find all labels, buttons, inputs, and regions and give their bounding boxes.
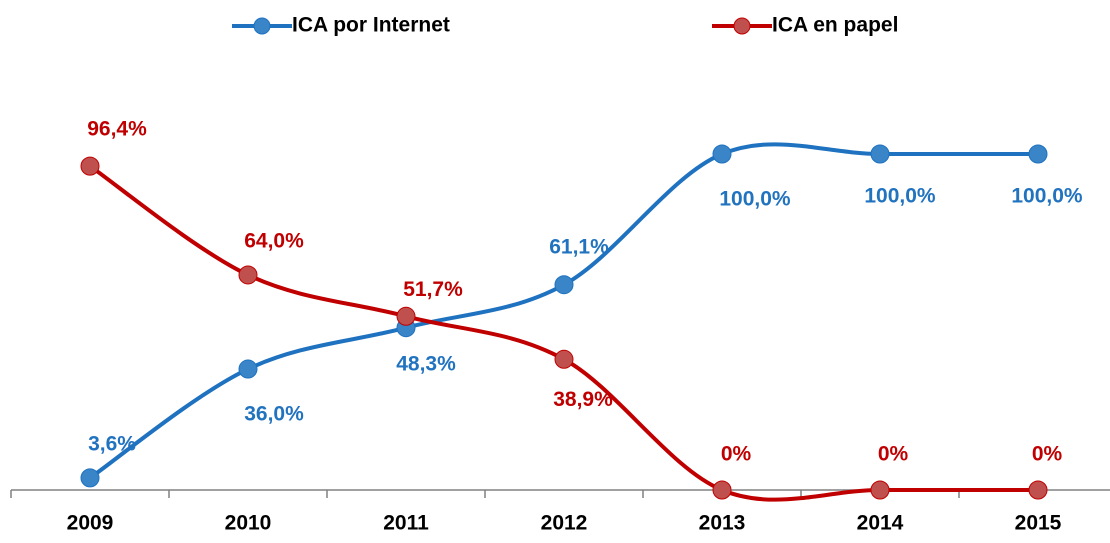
- point: [554, 275, 574, 295]
- legend-label: ICA en papel: [772, 14, 898, 37]
- point: [1028, 480, 1048, 500]
- data-label: 100,0%: [719, 188, 791, 211]
- data-label: 96,4%: [87, 118, 147, 141]
- point: [396, 306, 416, 326]
- data-label: 38,9%: [553, 388, 613, 411]
- data-label: 0%: [878, 443, 909, 466]
- point: [870, 480, 890, 500]
- x-tick-label: 2012: [541, 512, 588, 535]
- data-label: 64,0%: [244, 230, 304, 253]
- data-label: 3,6%: [88, 432, 136, 455]
- data-label: 0%: [1032, 443, 1063, 466]
- point: [554, 349, 574, 369]
- point: [870, 144, 890, 164]
- point: [80, 156, 100, 176]
- x-tick-label: 2013: [699, 512, 746, 535]
- legend-label: ICA por Internet: [292, 14, 450, 37]
- point: [712, 144, 732, 164]
- x-tick-label: 2015: [1015, 512, 1062, 535]
- point: [80, 468, 100, 488]
- x-tick-label: 2011: [383, 512, 429, 535]
- data-label: 100,0%: [1011, 185, 1083, 208]
- point: [1028, 144, 1048, 164]
- data-label: 51,7%: [403, 278, 463, 301]
- x-tick-label: 2010: [225, 512, 272, 535]
- legend-marker: [253, 17, 271, 35]
- legend-marker: [733, 17, 751, 35]
- point: [238, 359, 258, 379]
- x-tick-label: 2009: [67, 512, 114, 535]
- data-label: 48,3%: [396, 352, 456, 375]
- point: [238, 265, 258, 285]
- data-label: 100,0%: [864, 185, 936, 208]
- x-tick-label: 2014: [857, 512, 904, 535]
- point: [712, 480, 732, 500]
- data-label: 36,0%: [244, 403, 304, 426]
- data-label: 61,1%: [549, 235, 609, 258]
- data-label: 0%: [721, 443, 752, 466]
